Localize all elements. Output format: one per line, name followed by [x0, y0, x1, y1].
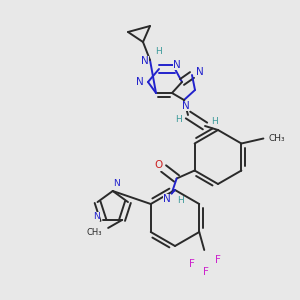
Text: CH₃: CH₃ — [268, 134, 285, 143]
Text: F: F — [189, 259, 195, 269]
Text: N: N — [196, 67, 204, 77]
Text: H: H — [212, 116, 218, 125]
Text: N: N — [163, 194, 170, 203]
Text: F: F — [215, 255, 221, 265]
Text: N: N — [113, 179, 120, 188]
Text: N: N — [136, 77, 144, 87]
Text: N: N — [141, 56, 149, 66]
Text: F: F — [203, 267, 209, 277]
Text: H: H — [175, 115, 182, 124]
Text: N: N — [182, 101, 190, 111]
Text: H: H — [156, 47, 162, 56]
Text: O: O — [154, 160, 163, 170]
Text: N: N — [173, 60, 181, 70]
Text: H: H — [177, 196, 184, 205]
Text: CH₃: CH₃ — [86, 228, 102, 237]
Text: N: N — [93, 212, 100, 221]
